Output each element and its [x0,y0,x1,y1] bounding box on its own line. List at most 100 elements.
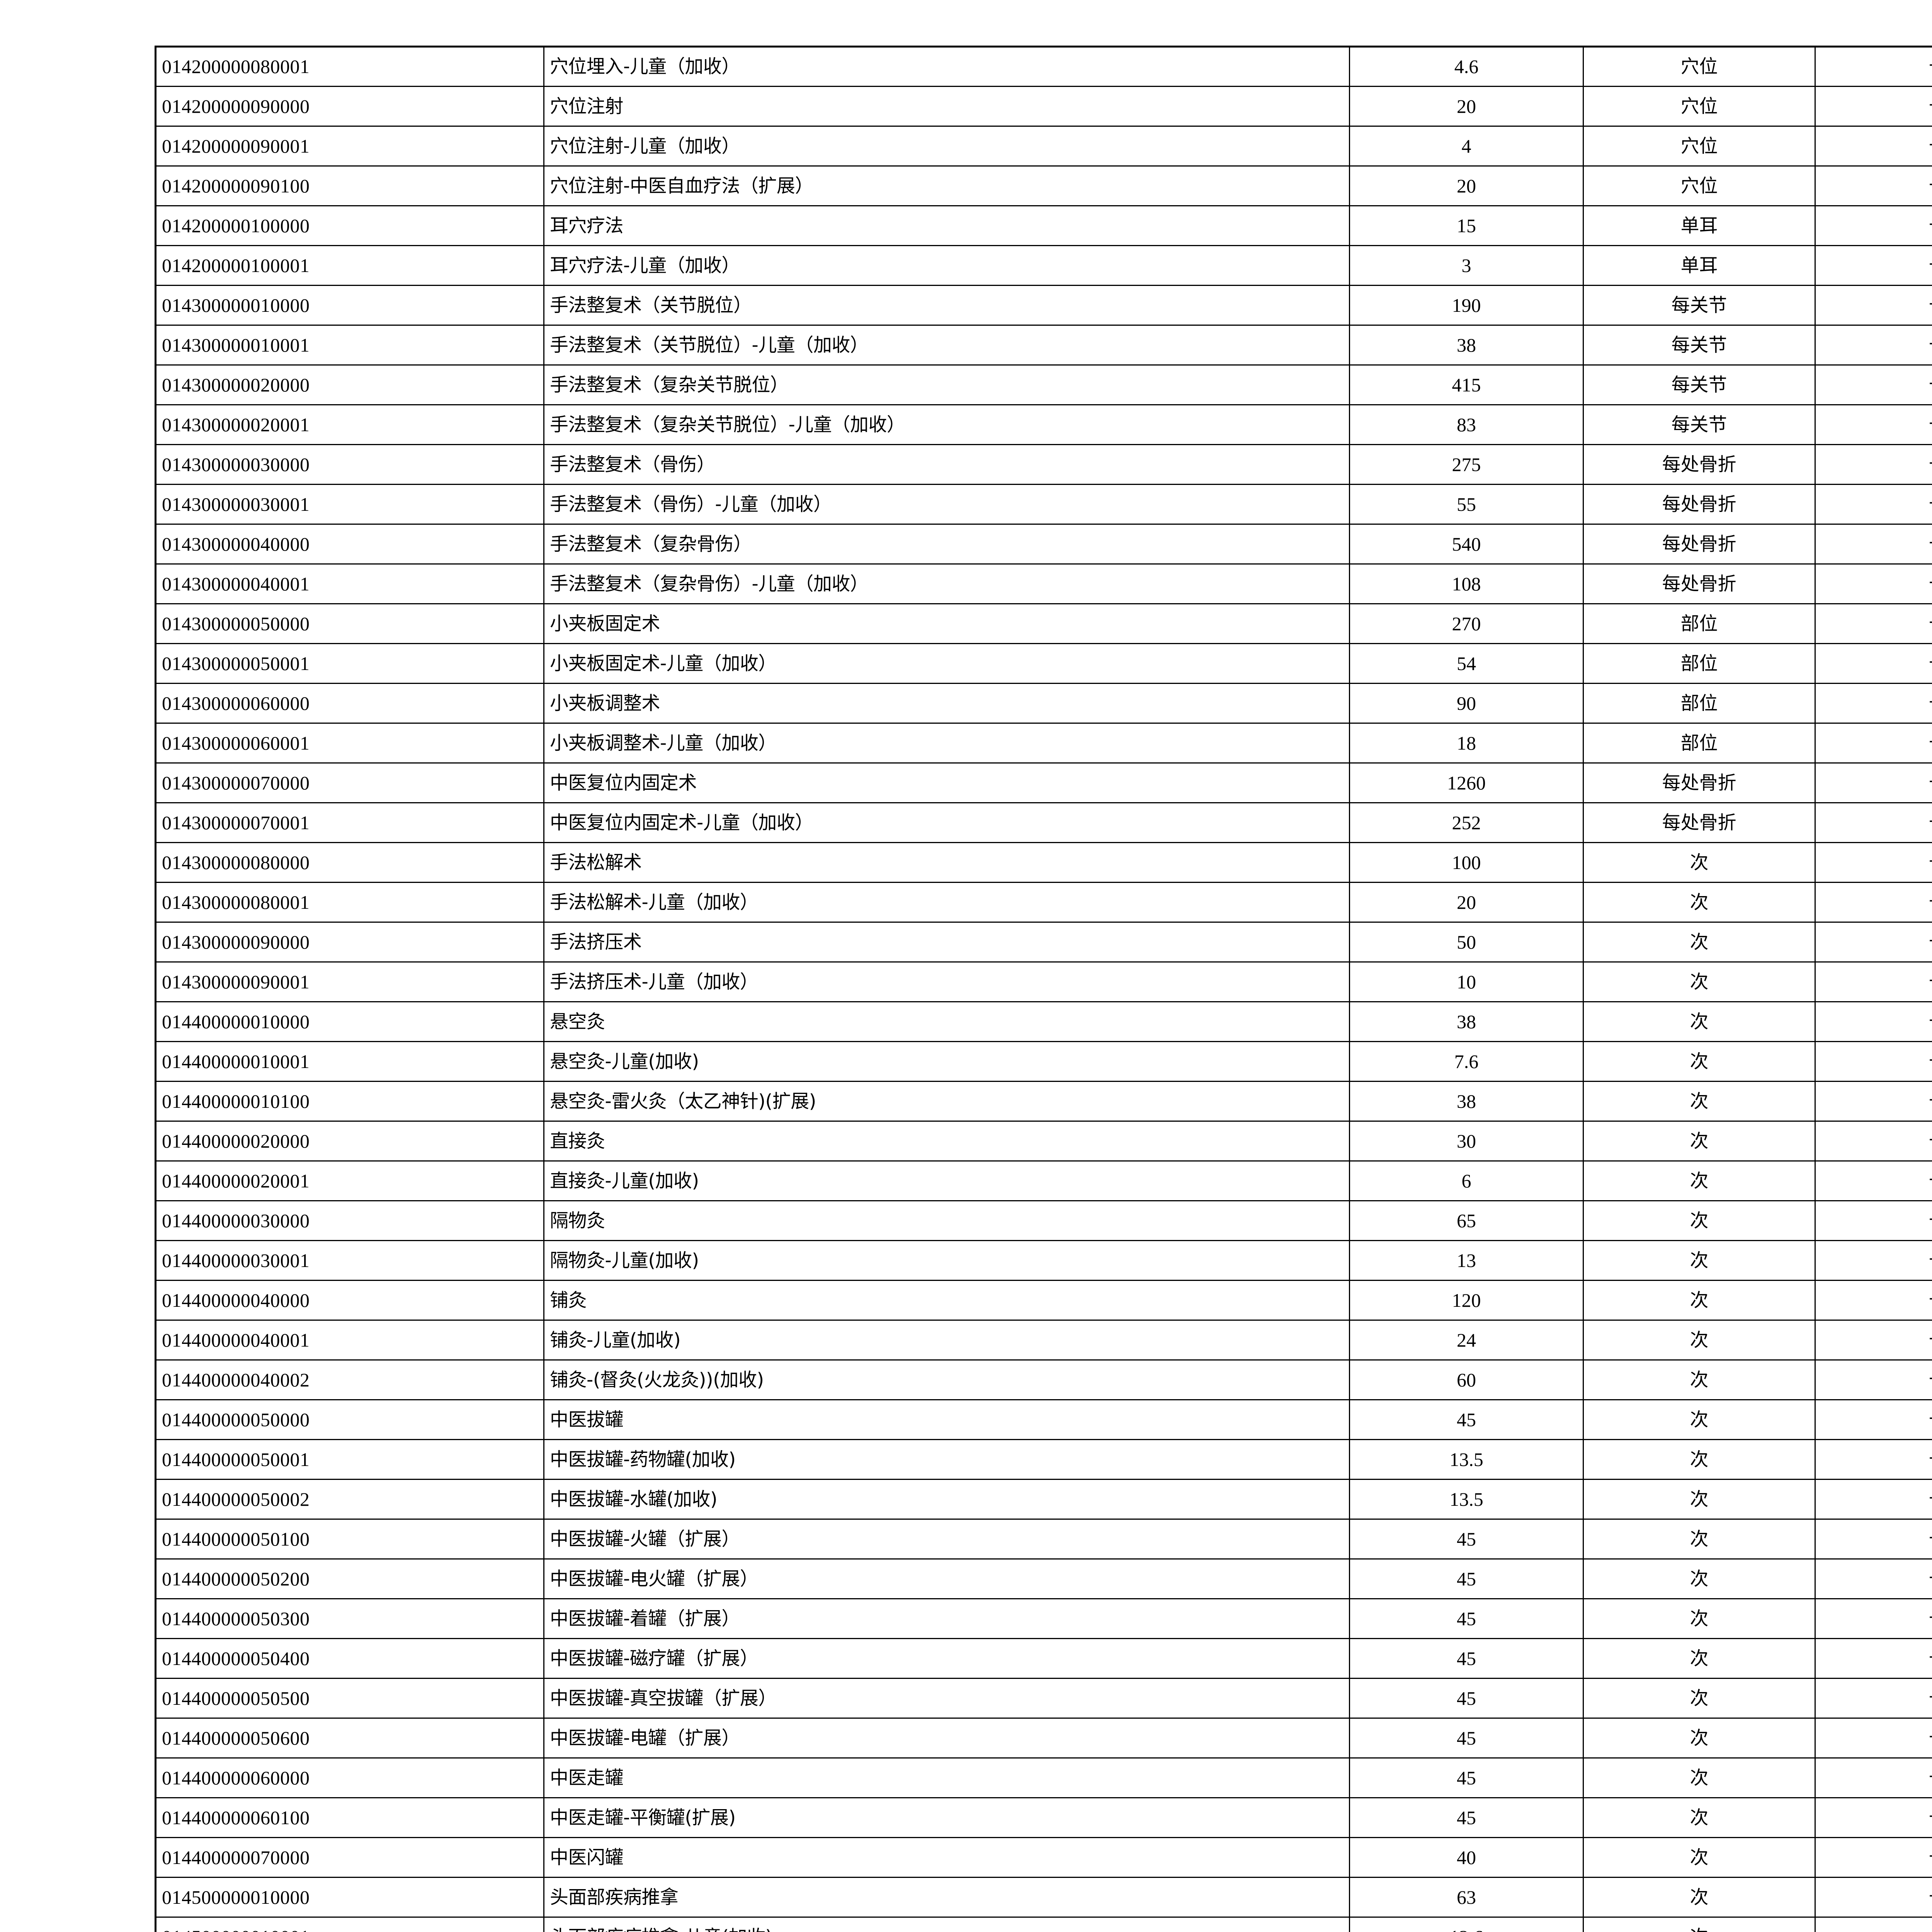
table-row: 014300000040001 手法整复术（复杂骨伤）-儿童（加收） 108 每处骨折… [155,563,1932,604]
service-term-cell: 长期 [1815,922,1932,963]
service-code-cell: 014400000030000 [155,1200,544,1241]
service-code-cell: 014400000050002 [155,1479,544,1520]
service-code-cell: 014300000070000 [155,762,544,803]
service-unit-cell: 次 [1583,1121,1816,1162]
service-code-cell: 014300000030001 [155,484,544,525]
service-price-cell: 50 [1349,922,1584,963]
service-price-cell: 18 [1349,723,1584,764]
service-name-cell: 中医复位内固定术 [543,762,1350,803]
service-name-cell: 手法挤压术 [543,922,1350,963]
service-price-cell: 13.5 [1349,1439,1584,1480]
service-unit-cell: 每关节 [1583,325,1816,366]
service-name-cell: 直接灸 [543,1121,1350,1162]
service-code-cell: 014300000050000 [155,603,544,644]
table-row: 014400000070000中医闪罐40次长期 [155,1837,1932,1878]
service-code-cell: 014400000050400 [155,1638,544,1679]
service-unit-cell: 穴位 [1583,86,1816,127]
service-price-cell: 55 [1349,484,1584,525]
service-term-cell: 长期 [1815,285,1932,326]
service-term-cell: 长期 [1815,1240,1932,1281]
service-code-cell: 014200000090000 [155,86,544,127]
service-name-cell: 铺灸 [543,1280,1350,1321]
service-term-cell: 长期 [1815,1718,1932,1759]
service-unit-cell: 部位 [1583,643,1816,684]
service-unit-cell: 穴位 [1583,126,1816,167]
service-code-cell: 014300000060001 [155,723,544,764]
service-term-cell: 长期 [1815,444,1932,485]
service-unit-cell: 每关节 [1583,404,1816,445]
service-term-cell: 长期 [1815,1917,1932,1932]
service-term-cell: 长期 [1815,723,1932,764]
service-term-cell: 长期 [1815,86,1932,127]
service-name-cell: 中医拔罐-药物罐(加收) [543,1439,1350,1480]
service-price-cell: 54 [1349,643,1584,684]
service-code-cell: 014500000010001 [155,1917,544,1932]
service-term-cell: 长期 [1815,643,1932,684]
service-name-cell: 悬空灸-儿童(加收) [543,1041,1350,1082]
service-price-cell: 38 [1349,1081,1584,1122]
service-term-cell: 长期 [1815,325,1932,366]
service-code-cell: 014300000060000 [155,683,544,724]
service-unit-cell: 每关节 [1583,285,1816,326]
service-code-cell: 014400000050001 [155,1439,544,1480]
service-name-cell: 手法整复术（复杂骨伤）-儿童（加收） [543,563,1350,604]
service-unit-cell: 次 [1583,1041,1816,1082]
table-row: 014300000050000小夹板固定术270部位长期 [155,603,1932,644]
service-name-cell: 小夹板固定术-儿童（加收） [543,643,1350,684]
service-name-cell: 手法整复术（复杂关节脱位）-儿童（加收） [543,404,1350,445]
table-row: 014300000080000手法松解术100次长期 [155,842,1932,883]
service-price-cell: 45 [1349,1678,1584,1719]
service-unit-cell: 每处骨折 [1583,484,1816,525]
service-code-cell: 014300000050001 [155,643,544,684]
service-code-cell: 014400000060100 [155,1797,544,1838]
service-price-cell: 10 [1349,961,1584,1002]
service-unit-cell: 单耳 [1583,245,1816,286]
service-unit-cell: 次 [1583,1081,1816,1122]
service-price-cell: 3 [1349,245,1584,286]
service-term-cell: 长期 [1815,1678,1932,1719]
service-code-cell: 014400000010100 [155,1081,544,1122]
service-unit-cell: 次 [1583,1439,1816,1480]
service-term-cell: 长期 [1815,1041,1932,1082]
service-code-cell: 014400000050000 [155,1399,544,1440]
service-code-cell: 014400000020001 [155,1160,544,1201]
table-row: 014400000050000中医拔罐45次长期 [155,1399,1932,1440]
service-term-cell: 长期 [1815,1160,1932,1201]
service-code-cell: 014400000010001 [155,1041,544,1082]
service-price-cell: 13.5 [1349,1479,1584,1520]
service-term-cell: 长期 [1815,882,1932,923]
service-name-cell: 手法挤压术-儿童（加收） [543,961,1350,1002]
service-unit-cell: 次 [1583,1837,1816,1878]
table-row: 014300000020001 手法整复术（复杂关节脱位）-儿童（加收） 83 每关节… [155,404,1932,445]
service-name-cell: 悬空灸 [543,1001,1350,1042]
service-price-cell: 45 [1349,1638,1584,1679]
table-row: 014400000060000中医走罐45次长期 [155,1757,1932,1798]
service-name-cell: 中医走罐 [543,1757,1350,1798]
service-name-cell: 手法松解术-儿童（加收） [543,882,1350,923]
service-name-cell: 手法整复术（关节脱位） [543,285,1350,326]
service-unit-cell: 次 [1583,1757,1816,1798]
service-term-cell: 长期 [1815,245,1932,286]
service-code-cell: 014300000090000 [155,922,544,963]
service-term-cell: 长期 [1815,1797,1932,1838]
service-unit-cell: 次 [1583,1240,1816,1281]
service-price-cell: 12.6 [1349,1917,1584,1932]
service-price-cell: 4.6 [1349,46,1584,87]
table-row: 014200000090000穴位注射20穴位长期 [155,86,1932,127]
service-name-cell: 穴位埋入-儿童（加收） [543,46,1350,87]
service-unit-cell: 每处骨折 [1583,444,1816,485]
service-name-cell: 手法整复术（复杂骨伤） [543,524,1350,565]
service-term-cell: 长期 [1815,603,1932,644]
service-code-cell: 014200000080001 [155,46,544,87]
service-unit-cell: 次 [1583,1359,1816,1400]
